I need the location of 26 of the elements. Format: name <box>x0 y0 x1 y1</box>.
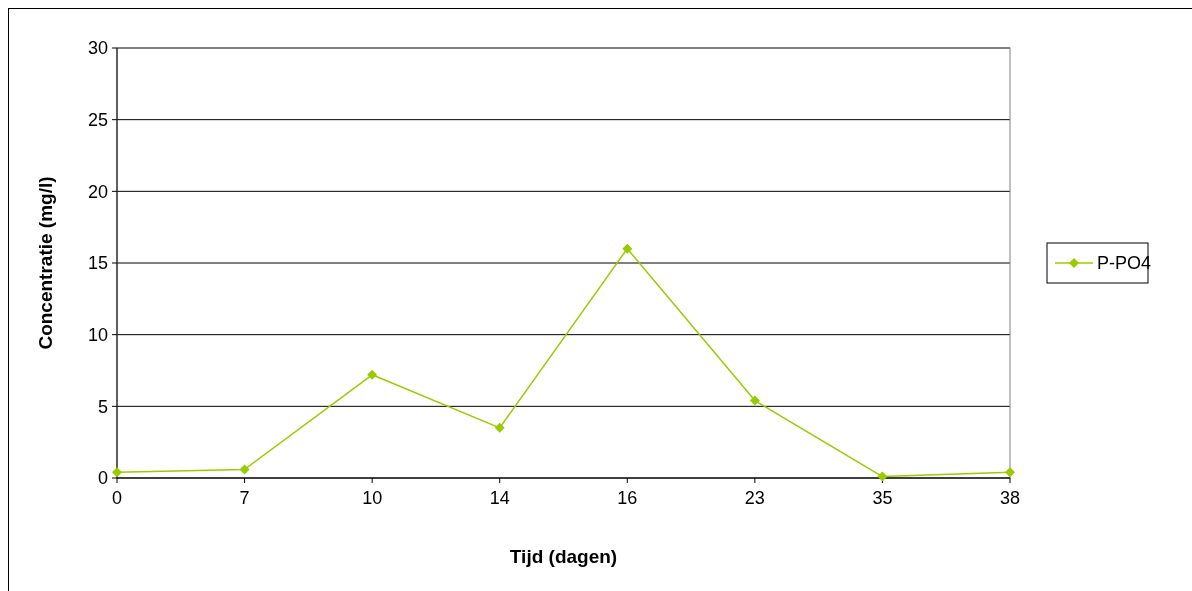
point <box>367 369 378 380</box>
x-tick-label: 7 <box>239 488 250 508</box>
y-tick-label: 0 <box>97 468 108 489</box>
y-axis-title: Concentratie (mg/l) <box>35 176 56 350</box>
point <box>1005 467 1015 478</box>
point <box>877 471 888 482</box>
x-tick-label: 0 <box>111 488 123 508</box>
y-tick-label: 10 <box>87 324 108 345</box>
x-tick-label: 10 <box>362 488 383 508</box>
point <box>622 243 633 254</box>
y-tick-label: 25 <box>87 109 108 130</box>
point <box>494 422 505 433</box>
point <box>239 464 250 475</box>
x-axis-title: Tijd (dagen) <box>509 546 618 567</box>
x-tick-label: 38 <box>999 488 1021 508</box>
point <box>112 467 122 478</box>
y-tick-label: 15 <box>87 253 108 274</box>
legend-label: P-PO4 <box>1097 253 1152 274</box>
y-tick-label: 20 <box>87 181 108 202</box>
x-tick-label: 35 <box>872 488 893 508</box>
point <box>749 395 760 406</box>
x-tick-label: 23 <box>744 488 765 508</box>
x-tick-label: 16 <box>617 488 638 508</box>
y-tick-label: 5 <box>97 396 108 417</box>
x-tick-label: 14 <box>489 488 510 508</box>
y-tick-label: 30 <box>87 38 108 59</box>
